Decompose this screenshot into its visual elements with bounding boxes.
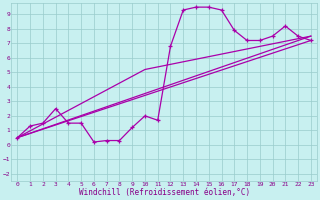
X-axis label: Windchill (Refroidissement éolien,°C): Windchill (Refroidissement éolien,°C) xyxy=(78,188,250,197)
